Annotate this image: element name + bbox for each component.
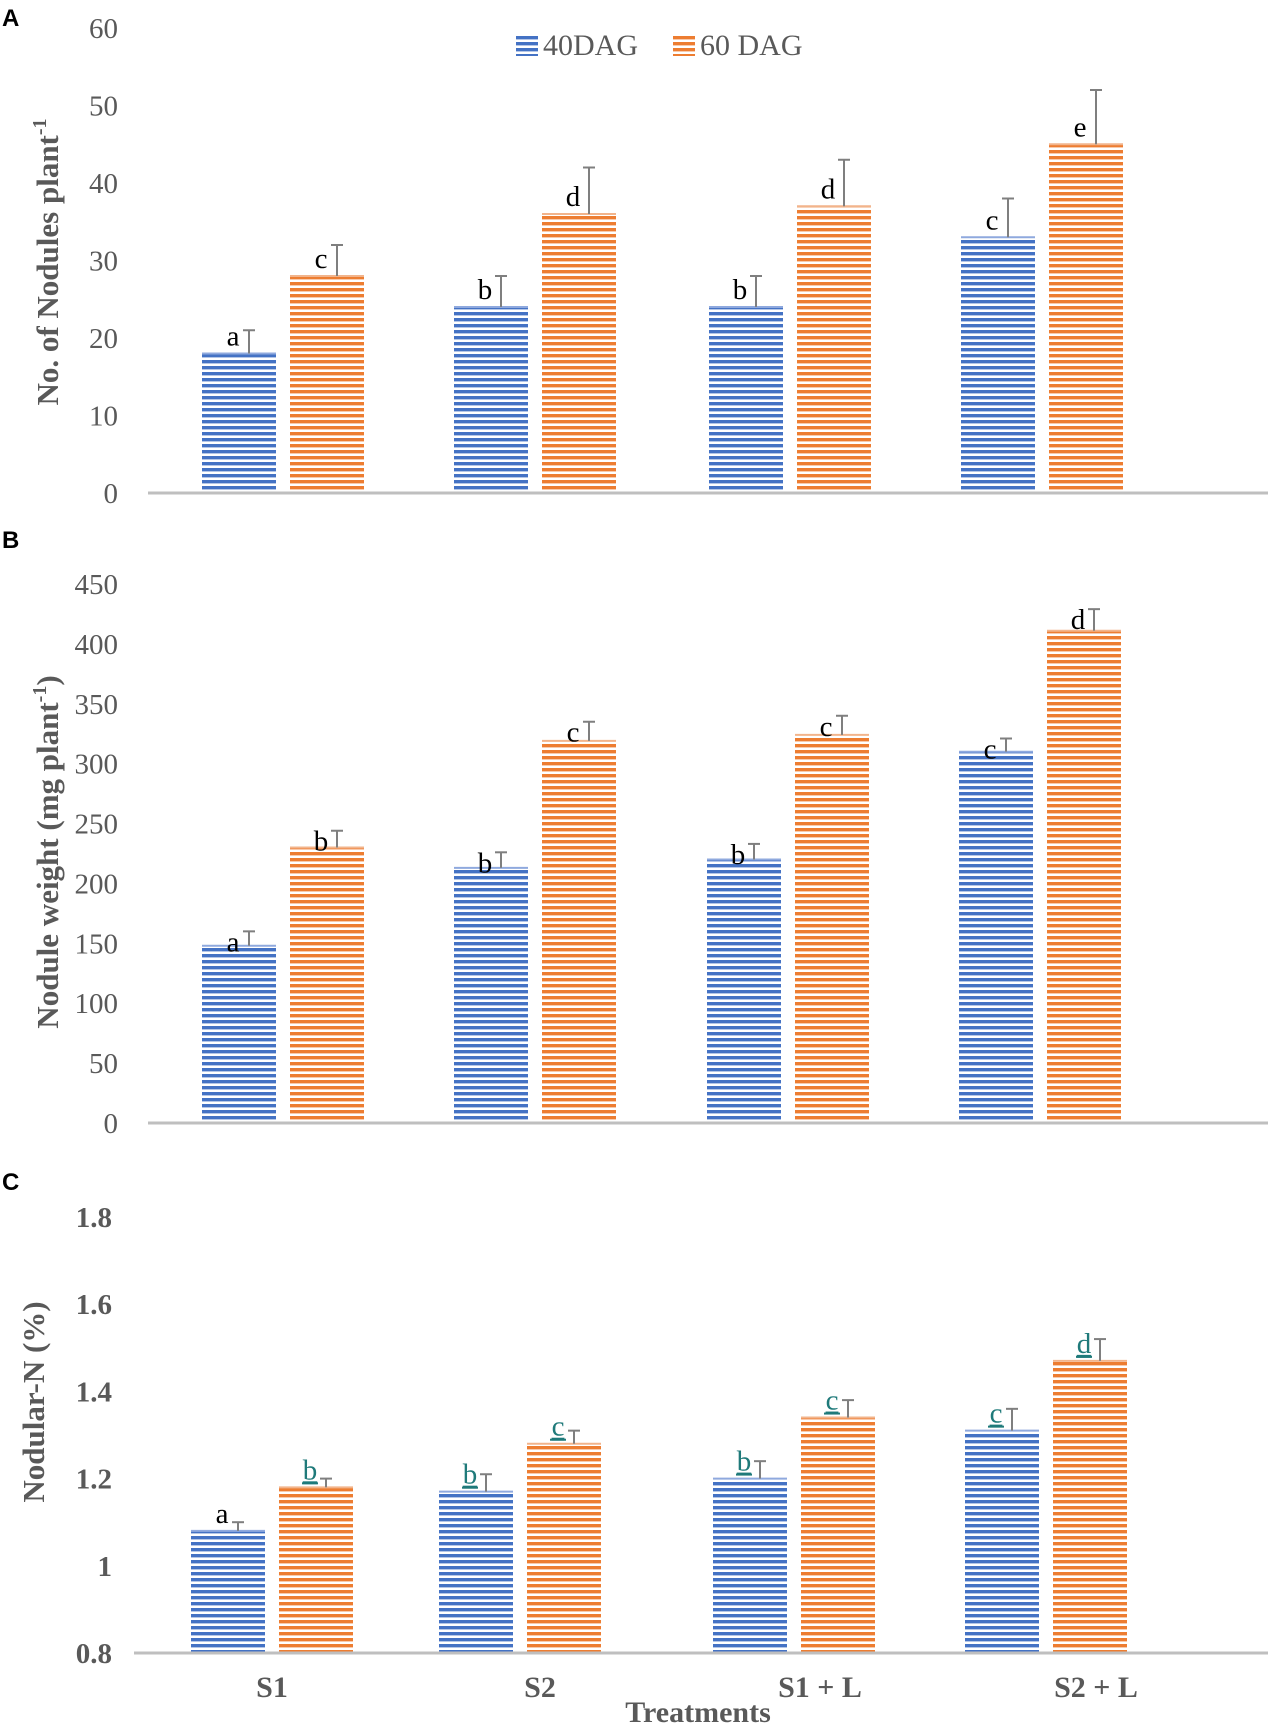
y-tick-label: 0.8 <box>76 1638 112 1670</box>
bar-40dag-s1 <box>191 1530 265 1653</box>
significance-letter: b <box>737 1446 752 1478</box>
significance-letter: c <box>826 1385 839 1417</box>
y-tick-label: 1.4 <box>76 1376 112 1408</box>
y-tick-label: 30 <box>89 246 118 278</box>
y-tick-label: 50 <box>89 91 118 123</box>
y-tick-label: 250 <box>75 809 119 841</box>
y-axis-label: No. of Nodules plant-1 <box>29 118 65 405</box>
significance-letter: c <box>315 243 328 275</box>
legend-label-60dag: 60 DAG <box>700 29 803 62</box>
legend-swatch-60dag <box>673 34 695 56</box>
y-axis-label-main: Nodule weight (mg plant <box>30 702 65 1029</box>
significance-letter: c <box>984 734 997 766</box>
bar-60dag-s1 <box>279 1487 353 1653</box>
significance-letter: c <box>986 204 999 236</box>
y-axis-label: Nodule weight (mg plant-1) <box>29 675 65 1028</box>
significance-letter: b <box>463 1459 478 1491</box>
y-tick-label: 450 <box>75 569 119 601</box>
y-axis-label-main: No. of Nodules plant <box>30 134 65 405</box>
significance-letter: a <box>216 1498 229 1530</box>
bar-60dag-s1l <box>795 734 869 1123</box>
bar-40dag-s2l <box>959 751 1033 1123</box>
significance-letter: e <box>1074 111 1087 143</box>
significance-letter: d <box>821 173 836 205</box>
significance-letter: c <box>567 717 580 749</box>
panel-b-chart: 0 50 100 150 200 250 300 350 400 450 Nodule weight… <box>29 569 1268 1140</box>
y-tick-label: 150 <box>75 928 119 960</box>
y-tick-label: 20 <box>89 323 118 355</box>
y-tick-label: 100 <box>75 988 119 1020</box>
bar-60dag-s1l <box>797 206 871 493</box>
significance-letter: b <box>478 847 493 879</box>
bar-60dag-s2l <box>1047 630 1121 1123</box>
y-tick-label: 60 <box>89 13 118 45</box>
y-axis-label-superscript: -1 <box>29 118 51 135</box>
y-axis-label-superscript: -1 <box>29 686 51 703</box>
y-tick-label: 1 <box>98 1551 113 1583</box>
significance-letter: b <box>733 274 748 306</box>
bar-60dag-s2 <box>542 214 616 493</box>
x-category-label: S2 <box>524 1671 556 1704</box>
bar-40dag-s1l <box>713 1478 787 1653</box>
y-tick-label: 0 <box>104 1108 119 1140</box>
bar-40dag-s1 <box>202 353 276 493</box>
y-tick-label: 10 <box>89 401 118 433</box>
bar-60dag-s1 <box>290 276 364 493</box>
bar-60dag-s2 <box>527 1443 601 1653</box>
bar-40dag-s2 <box>454 307 528 493</box>
bar-60dag-s1 <box>290 847 364 1123</box>
panel-a-chart: 0 10 20 30 40 50 60 No. of Nodules plant-1 a b b c c… <box>29 13 1268 510</box>
panel-c-chart: 0.8 1 1.2 1.4 1.6 1.8 Nodular-N (%) a b b c b c c d <box>16 1202 1268 1670</box>
significance-letter: d <box>566 181 581 213</box>
y-axis-label: Nodular-N (%) <box>16 1301 51 1502</box>
x-category-label: S1 + L <box>778 1671 862 1704</box>
legend-label-40dag: 40DAG <box>543 29 638 62</box>
bar-60dag-s2l <box>1053 1360 1127 1653</box>
bar-40dag-s2l <box>961 237 1035 493</box>
significance-letter: d <box>1071 604 1086 636</box>
significance-letter: b <box>314 826 329 858</box>
y-axis-label-main: Nodular-N (%) <box>16 1301 51 1502</box>
bar-40dag-s2l <box>965 1430 1039 1653</box>
y-tick-label: 50 <box>89 1048 118 1080</box>
x-axis-title: Treatments <box>625 1696 771 1729</box>
significance-letter: c <box>990 1398 1003 1430</box>
y-tick-label: 40 <box>89 168 118 200</box>
significance-letter: b <box>478 274 493 306</box>
significance-letter: b <box>303 1454 318 1486</box>
y-axis-label-tail: ) <box>30 675 65 685</box>
bar-40dag-s1l <box>707 859 781 1123</box>
panel-letter-b: B <box>2 527 19 554</box>
y-tick-label: 400 <box>75 629 119 661</box>
legend-swatch-40dag <box>516 34 538 56</box>
y-tick-label: 0 <box>104 478 119 510</box>
panel-letter-c: C <box>2 1169 19 1196</box>
bar-40dag-s1l <box>709 307 783 493</box>
bar-40dag-s2 <box>454 867 528 1123</box>
significance-letter: c <box>552 1411 565 1443</box>
bar-40dag-s1 <box>202 945 276 1123</box>
significance-letter: b <box>731 839 746 871</box>
y-tick-label: 300 <box>75 749 119 781</box>
bar-60dag-s1l <box>801 1417 875 1653</box>
bar-60dag-s2l <box>1049 144 1123 493</box>
y-tick-label: 350 <box>75 689 119 721</box>
significance-letter: a <box>227 926 240 958</box>
significance-letter: a <box>227 321 240 353</box>
significance-letter: c <box>820 711 833 743</box>
bar-60dag-s2 <box>542 740 616 1123</box>
legend: 40DAG 60 DAG <box>516 29 803 62</box>
x-category-label: S1 <box>256 1671 288 1704</box>
x-category-label: S2 + L <box>1054 1671 1138 1704</box>
significance-letter: d <box>1077 1328 1092 1360</box>
y-tick-label: 1.6 <box>76 1289 112 1321</box>
y-tick-label: 1.8 <box>76 1202 112 1234</box>
y-tick-label: 200 <box>75 868 119 900</box>
y-tick-label: 1.2 <box>76 1464 112 1496</box>
panel-letter-a: A <box>2 5 19 32</box>
bar-40dag-s2 <box>439 1491 513 1653</box>
